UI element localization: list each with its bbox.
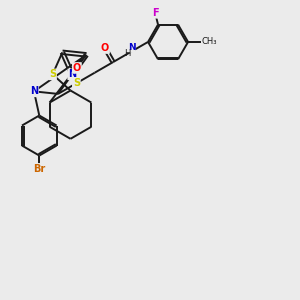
Text: Br: Br (33, 164, 45, 174)
Text: F: F (152, 8, 158, 18)
Text: N: N (30, 86, 38, 96)
Text: S: S (73, 78, 80, 88)
Text: N: N (68, 69, 76, 80)
Text: O: O (73, 63, 81, 73)
Text: H: H (124, 50, 130, 58)
Text: O: O (101, 43, 109, 53)
Text: CH₃: CH₃ (202, 38, 218, 46)
Text: N: N (128, 44, 135, 52)
Text: S: S (49, 69, 56, 80)
